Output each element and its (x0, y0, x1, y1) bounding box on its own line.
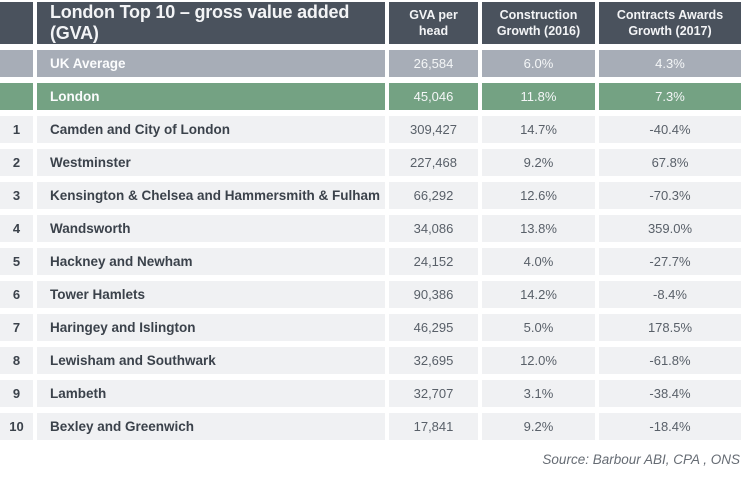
row-rank: 2 (0, 149, 33, 176)
row-gva: 227,468 (389, 149, 478, 176)
london-name: London (37, 83, 385, 110)
row-growth-2016: 14.7% (482, 116, 595, 143)
row-growth-2016: 12.6% (482, 182, 595, 209)
london-gva: 45,046 (389, 83, 478, 110)
col-header-contracts-awards-growth: Contracts Awards Growth (2017) (599, 2, 741, 44)
source-attribution: Source: Barbour ABI, CPA , ONS (542, 452, 740, 467)
row-gva: 24,152 (389, 248, 478, 275)
row-gva: 34,086 (389, 215, 478, 242)
row-area-name: Bexley and Greenwich (37, 413, 385, 440)
row-growth-2016: 9.2% (482, 413, 595, 440)
row-growth-2017: -27.7% (599, 248, 741, 275)
row-growth-2016: 5.0% (482, 314, 595, 341)
uk-average-name: UK Average (37, 50, 385, 77)
uk-average-gva: 26,584 (389, 50, 478, 77)
london-rank-cell (0, 83, 33, 110)
table-title: London Top 10 – gross value added (GVA) (37, 2, 385, 44)
london-growth-2016: 11.8% (482, 83, 595, 110)
row-rank: 9 (0, 380, 33, 407)
row-rank: 10 (0, 413, 33, 440)
row-growth-2016: 12.0% (482, 347, 595, 374)
row-gva: 66,292 (389, 182, 478, 209)
row-growth-2017: -18.4% (599, 413, 741, 440)
row-growth-2017: -70.3% (599, 182, 741, 209)
row-growth-2017: -40.4% (599, 116, 741, 143)
row-growth-2017: 178.5% (599, 314, 741, 341)
row-rank: 4 (0, 215, 33, 242)
row-area-name: Camden and City of London (37, 116, 385, 143)
london-growth-2017: 7.3% (599, 83, 741, 110)
header-rank-cell (0, 2, 33, 44)
row-rank: 6 (0, 281, 33, 308)
row-area-name: Hackney and Newham (37, 248, 385, 275)
row-area-name: Wandsworth (37, 215, 385, 242)
uk-average-growth-2016: 6.0% (482, 50, 595, 77)
row-rank: 1 (0, 116, 33, 143)
row-rank: 8 (0, 347, 33, 374)
row-rank: 7 (0, 314, 33, 341)
col-header-gva-per-head: GVA per head (389, 2, 478, 44)
row-rank: 5 (0, 248, 33, 275)
row-gva: 90,386 (389, 281, 478, 308)
row-growth-2017: 67.8% (599, 149, 741, 176)
uk-average-rank-cell (0, 50, 33, 77)
col-header-construction-growth: Construction Growth (2016) (482, 2, 595, 44)
row-area-name: Lewisham and Southwark (37, 347, 385, 374)
row-growth-2017: -38.4% (599, 380, 741, 407)
row-growth-2016: 14.2% (482, 281, 595, 308)
row-area-name: Haringey and Islington (37, 314, 385, 341)
row-rank: 3 (0, 182, 33, 209)
uk-average-growth-2017: 4.3% (599, 50, 741, 77)
row-growth-2016: 9.2% (482, 149, 595, 176)
row-growth-2016: 13.8% (482, 215, 595, 242)
row-area-name: Westminster (37, 149, 385, 176)
row-growth-2017: 359.0% (599, 215, 741, 242)
row-gva: 46,295 (389, 314, 478, 341)
gva-table: London Top 10 – gross value added (GVA) … (0, 2, 741, 440)
row-growth-2017: -61.8% (599, 347, 741, 374)
row-gva: 32,695 (389, 347, 478, 374)
row-area-name: Lambeth (37, 380, 385, 407)
row-gva: 32,707 (389, 380, 478, 407)
row-gva: 309,427 (389, 116, 478, 143)
row-growth-2016: 4.0% (482, 248, 595, 275)
row-area-name: Kensington & Chelsea and Hammersmith & F… (37, 182, 385, 209)
row-gva: 17,841 (389, 413, 478, 440)
row-area-name: Tower Hamlets (37, 281, 385, 308)
row-growth-2017: -8.4% (599, 281, 741, 308)
row-growth-2016: 3.1% (482, 380, 595, 407)
